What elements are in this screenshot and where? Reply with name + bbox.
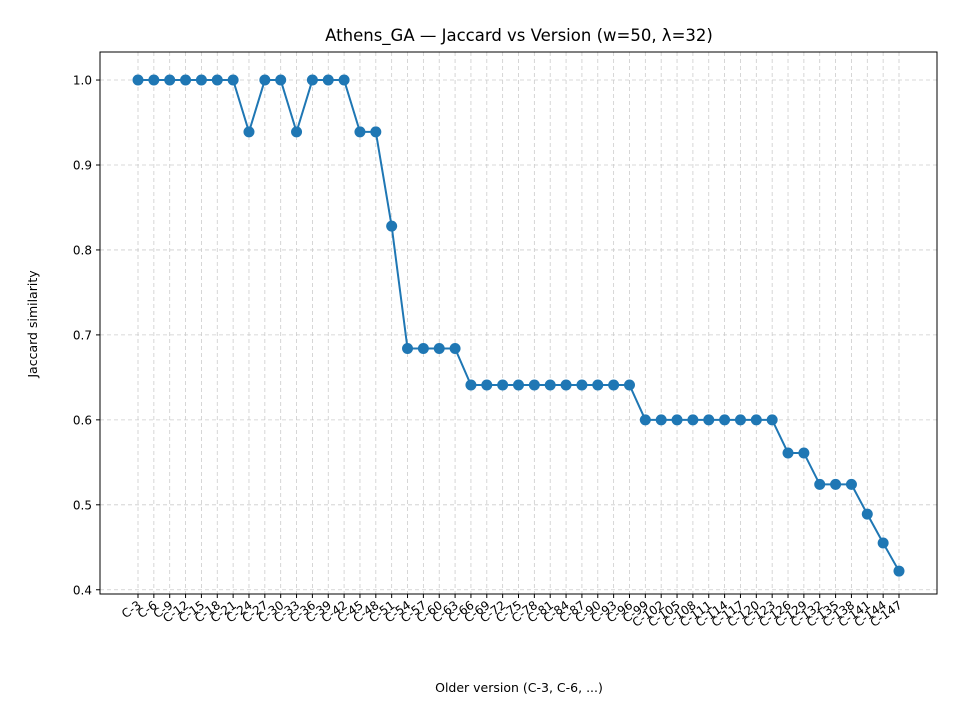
data-point xyxy=(227,74,239,86)
data-point xyxy=(592,379,604,391)
data-point xyxy=(671,414,683,426)
data-point xyxy=(338,74,350,86)
data-point xyxy=(275,74,287,86)
data-point xyxy=(623,379,635,391)
data-point xyxy=(259,74,271,86)
data-point xyxy=(814,478,826,490)
y-tick-label: 0.6 xyxy=(73,413,92,427)
data-point xyxy=(148,74,160,86)
data-point xyxy=(687,414,699,426)
data-point xyxy=(528,379,540,391)
data-point xyxy=(750,414,762,426)
data-point xyxy=(433,342,445,354)
data-point xyxy=(734,414,746,426)
data-point xyxy=(544,379,556,391)
data-point xyxy=(639,414,651,426)
data-point xyxy=(417,342,429,354)
data-point xyxy=(211,74,223,86)
y-tick-label: 0.7 xyxy=(73,328,92,342)
y-tick-label: 0.9 xyxy=(73,158,92,172)
data-point xyxy=(195,74,207,86)
y-axis-label: Jaccard similarity xyxy=(25,270,40,379)
data-point xyxy=(877,537,889,549)
data-point xyxy=(243,126,255,138)
axes-layer: C-3C-6C-9C-12C-15C-18C-21C-24C-27C-30C-3… xyxy=(73,51,938,630)
data-point xyxy=(719,414,731,426)
plot-frame xyxy=(99,51,938,595)
data-point xyxy=(576,379,588,391)
data-point xyxy=(306,74,318,86)
data-point xyxy=(782,447,794,459)
data-point xyxy=(449,342,461,354)
data-layer xyxy=(132,74,905,577)
data-point xyxy=(370,126,382,138)
data-point xyxy=(703,414,715,426)
data-point xyxy=(481,379,493,391)
data-point xyxy=(386,220,398,232)
y-tick-label: 0.8 xyxy=(73,243,92,257)
y-tick-label: 1.0 xyxy=(73,74,92,88)
y-tick-label: 0.5 xyxy=(73,498,92,512)
data-point xyxy=(164,74,176,86)
data-point xyxy=(845,478,857,490)
data-point xyxy=(560,379,572,391)
data-point xyxy=(766,414,778,426)
x-axis-label: Older version (C-3, C-6, ...) xyxy=(435,680,603,695)
data-point xyxy=(497,379,509,391)
grid-layer xyxy=(100,52,937,594)
data-point xyxy=(354,126,366,138)
data-point xyxy=(132,74,144,86)
y-tick-label: 0.4 xyxy=(73,583,92,597)
data-point xyxy=(402,342,414,354)
data-point xyxy=(893,565,905,577)
data-point xyxy=(513,379,524,391)
data-point xyxy=(322,74,334,86)
data-point xyxy=(180,74,192,86)
data-point xyxy=(830,478,842,490)
data-point xyxy=(655,414,667,426)
data-point xyxy=(608,379,620,391)
data-point xyxy=(861,508,873,520)
data-point xyxy=(798,447,810,459)
data-point xyxy=(465,379,477,391)
chart-title: Athens_GA — Jaccard vs Version (w=50, λ=… xyxy=(325,26,713,46)
data-point xyxy=(291,126,303,138)
